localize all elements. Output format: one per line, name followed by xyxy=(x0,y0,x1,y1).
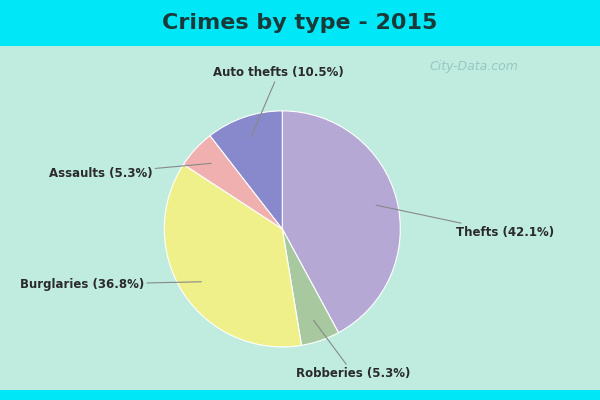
Wedge shape xyxy=(164,164,301,347)
Text: City-Data.com: City-Data.com xyxy=(430,60,518,73)
Text: Robberies (5.3%): Robberies (5.3%) xyxy=(296,320,410,380)
Text: Burglaries (36.8%): Burglaries (36.8%) xyxy=(20,278,201,291)
Text: Assaults (5.3%): Assaults (5.3%) xyxy=(49,163,211,180)
Text: Crimes by type - 2015: Crimes by type - 2015 xyxy=(163,13,437,33)
Wedge shape xyxy=(210,111,283,229)
Text: Auto thefts (10.5%): Auto thefts (10.5%) xyxy=(214,66,344,137)
Wedge shape xyxy=(283,229,338,345)
Wedge shape xyxy=(184,136,283,229)
Wedge shape xyxy=(283,111,400,333)
Text: Thefts (42.1%): Thefts (42.1%) xyxy=(376,205,554,239)
